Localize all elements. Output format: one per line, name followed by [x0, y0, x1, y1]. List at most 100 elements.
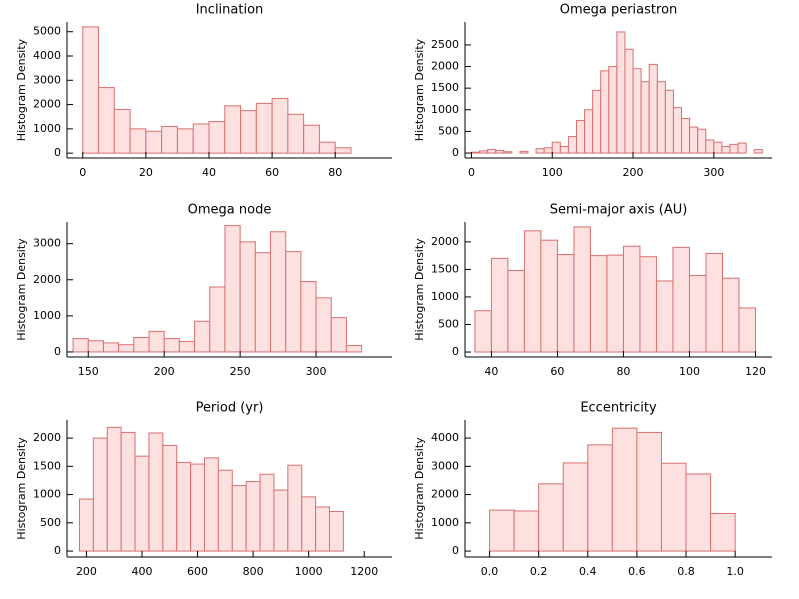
x-tick-label: 250: [230, 365, 251, 378]
bar: [584, 109, 594, 154]
y-tick-label: 2000: [431, 235, 459, 248]
x-tick-label: 0.0: [481, 565, 499, 578]
bar: [300, 281, 317, 353]
bar: [622, 245, 641, 353]
bar: [562, 462, 589, 552]
y-tick-label: 2000: [33, 98, 61, 111]
bar: [106, 426, 122, 552]
bar: [329, 511, 344, 552]
y-tick-label: 500: [40, 516, 61, 529]
y-tick-label: 2000: [33, 431, 61, 444]
bar: [606, 254, 624, 353]
bar: [129, 128, 147, 154]
bar: [616, 31, 626, 154]
bar: [636, 431, 662, 552]
bar: [587, 444, 613, 552]
bar: [681, 117, 691, 154]
x-tick-label: 800: [243, 565, 264, 578]
bar: [287, 113, 305, 154]
y-tick-label: 1000: [33, 488, 61, 501]
bar: [721, 146, 731, 154]
y-axis-label: Histogram Density: [413, 38, 426, 141]
bar: [710, 512, 736, 552]
bar: [345, 344, 363, 353]
bar: [507, 269, 525, 353]
bar: [239, 241, 256, 353]
bar: [285, 251, 302, 353]
bar: [148, 330, 165, 353]
y-axis-label: Histogram Density: [413, 238, 426, 341]
bar: [479, 150, 489, 154]
bar: [689, 126, 699, 154]
y-tick-label: 3000: [431, 459, 459, 472]
panel: 0 500 1000 1500 2000 40 60 80 100 120 Semi-major a…: [413, 203, 772, 378]
bar: [82, 26, 100, 154]
bar: [204, 457, 219, 552]
bar: [729, 143, 739, 154]
y-tick-label: 2000: [33, 273, 61, 286]
bar: [120, 431, 136, 552]
bar: [259, 473, 275, 552]
x-tick-label: 200: [76, 565, 97, 578]
bar: [556, 254, 575, 353]
bar: [148, 432, 164, 552]
bar: [600, 70, 610, 154]
y-tick-label: 1000: [431, 290, 459, 303]
bar: [134, 455, 150, 552]
bar: [503, 151, 513, 154]
panel: 0 1000 2000 3000 150 200 250 300 Omega node Histo…: [15, 203, 392, 378]
x-tick-label: 40: [484, 365, 498, 378]
y-tick-label: 1000: [33, 122, 61, 135]
y-tick-label: 0: [54, 146, 61, 159]
y-tick-label: 5000: [33, 25, 61, 38]
bar: [474, 310, 492, 353]
x-tick-label: 200: [154, 365, 175, 378]
y-tick-label: 4000: [33, 49, 61, 62]
bar: [632, 68, 642, 154]
y-axis-label: Histogram Density: [15, 437, 28, 540]
bar: [315, 297, 332, 353]
panel-title: Inclination: [196, 3, 264, 18]
y-tick-label: 2000: [431, 488, 459, 501]
bar: [270, 231, 287, 353]
panel: 0 1000 2000 3000 4000 0.0 0.2 0.4 0.6 0.8 1.0 Eccen…: [413, 401, 772, 578]
y-tick-label: 4000: [431, 431, 459, 444]
bar: [240, 110, 257, 154]
bar: [224, 225, 241, 353]
bar: [705, 252, 723, 353]
bar: [608, 66, 618, 154]
x-tick-label: 300: [306, 365, 327, 378]
x-tick-label: 60: [265, 166, 279, 179]
x-tick-label: 200: [623, 166, 644, 179]
bar: [98, 87, 115, 154]
bar: [611, 427, 638, 552]
bar: [592, 89, 602, 154]
bar: [271, 98, 289, 154]
bar: [334, 147, 352, 154]
x-tick-label: 0.2: [530, 565, 548, 578]
bar: [194, 320, 211, 353]
bar: [190, 463, 206, 552]
bar: [133, 337, 150, 353]
bar: [163, 338, 180, 353]
y-tick-label: 0: [452, 146, 459, 159]
y-tick-label: 1000: [431, 103, 459, 116]
bar: [685, 473, 712, 552]
bar: [655, 280, 674, 353]
bar: [656, 81, 666, 154]
bar: [315, 506, 331, 552]
y-tick-label: 0: [54, 544, 61, 557]
bar: [87, 340, 104, 353]
y-tick-label: 1500: [431, 81, 459, 94]
bar: [567, 136, 577, 154]
bar: [639, 256, 657, 353]
bar: [217, 469, 233, 552]
y-tick-label: 0: [54, 345, 61, 358]
bar: [495, 149, 505, 154]
bar: [535, 148, 545, 154]
bar: [648, 63, 658, 154]
bar: [543, 147, 553, 154]
bar: [162, 444, 178, 552]
x-tick-label: 0: [468, 166, 475, 179]
